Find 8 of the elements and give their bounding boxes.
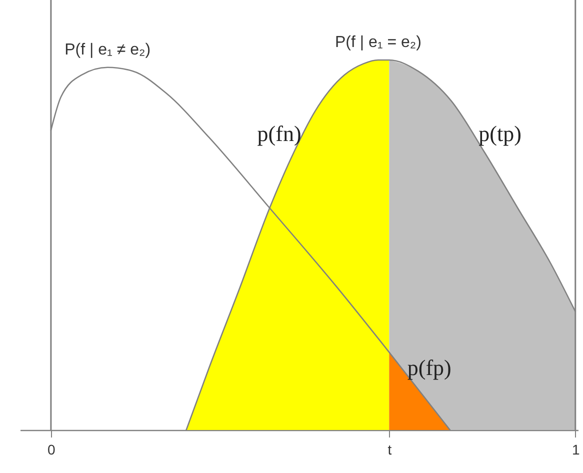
x-tick-label: 0 <box>48 442 56 458</box>
x-tick-label: t <box>388 442 392 458</box>
series-label: P(f | e₁ ≠ e₂) <box>64 41 151 58</box>
series-label: p(fn) <box>257 121 302 146</box>
series-label: p(tp) <box>478 121 522 146</box>
x-tick-label: 1 <box>572 442 580 458</box>
series-label: P(f | e₁ = e₂) <box>334 34 422 51</box>
series-label: p(fp) <box>407 354 452 380</box>
